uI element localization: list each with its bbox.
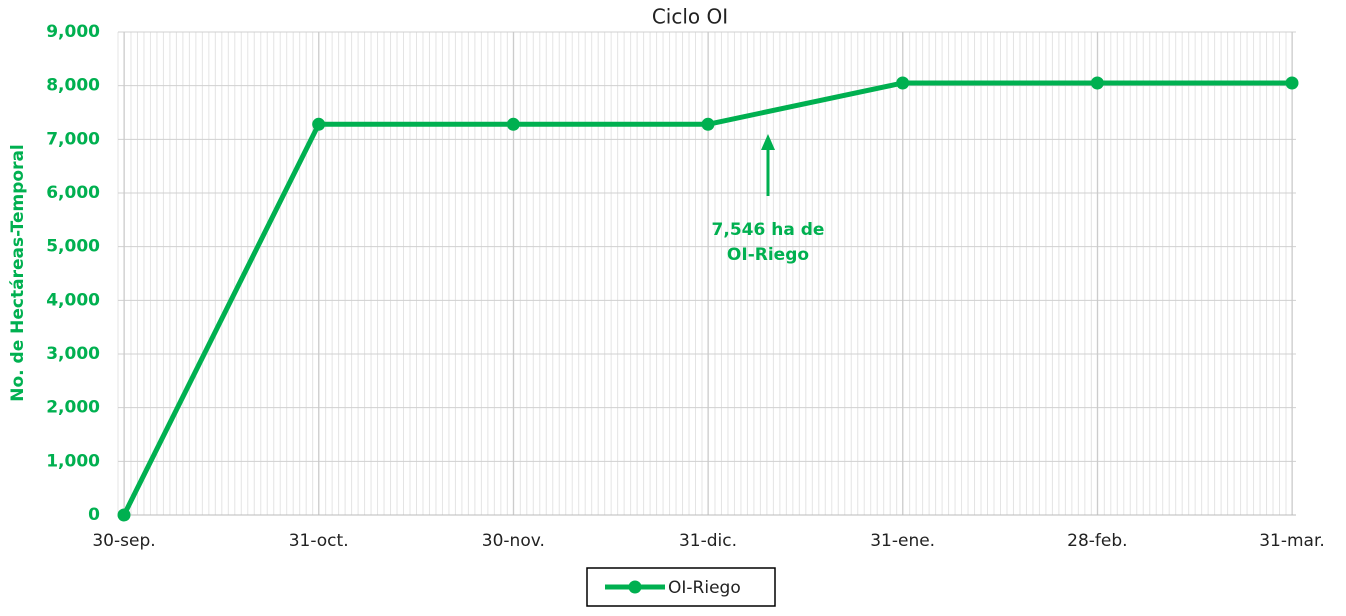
x-tick-label: 30-nov.	[482, 531, 545, 551]
marker	[117, 508, 131, 522]
marker	[1285, 76, 1299, 90]
x-tick-label: 30-sep.	[92, 531, 155, 551]
marker	[506, 117, 520, 131]
x-tick-label: 28-feb.	[1067, 531, 1127, 551]
marker	[701, 117, 715, 131]
x-tick-label: 31-oct.	[289, 531, 349, 551]
marker	[312, 117, 326, 131]
y-tick-label: 9,000	[46, 22, 100, 42]
y-tick-label: 4,000	[46, 290, 100, 310]
legend-marker	[628, 580, 642, 594]
marker	[1090, 76, 1104, 90]
x-tick-label: 31-mar.	[1259, 531, 1325, 551]
annotation: 7,546 ha de	[712, 220, 825, 240]
marker	[896, 76, 910, 90]
y-tick-label: 0	[88, 505, 100, 525]
x-tick-label: 31-ene.	[870, 531, 935, 551]
y-axis-label: No. de Hectáreas-Temporal	[8, 144, 28, 402]
y-tick-label: 2,000	[46, 398, 100, 418]
y-tick-label: 1,000	[46, 451, 100, 471]
legend-label: OI-Riego	[668, 578, 741, 598]
y-tick-label: 7,000	[46, 129, 100, 149]
chart-title: Ciclo OI	[652, 5, 728, 29]
y-tick-label: 3,000	[46, 344, 100, 364]
x-tick-label: 31-dic.	[679, 531, 737, 551]
y-tick-label: 8,000	[46, 76, 100, 96]
y-tick-label: 5,000	[46, 237, 100, 257]
annotation: OI-Riego	[727, 245, 809, 265]
annotation-arrowhead	[761, 134, 775, 150]
y-tick-label: 6,000	[46, 183, 100, 203]
